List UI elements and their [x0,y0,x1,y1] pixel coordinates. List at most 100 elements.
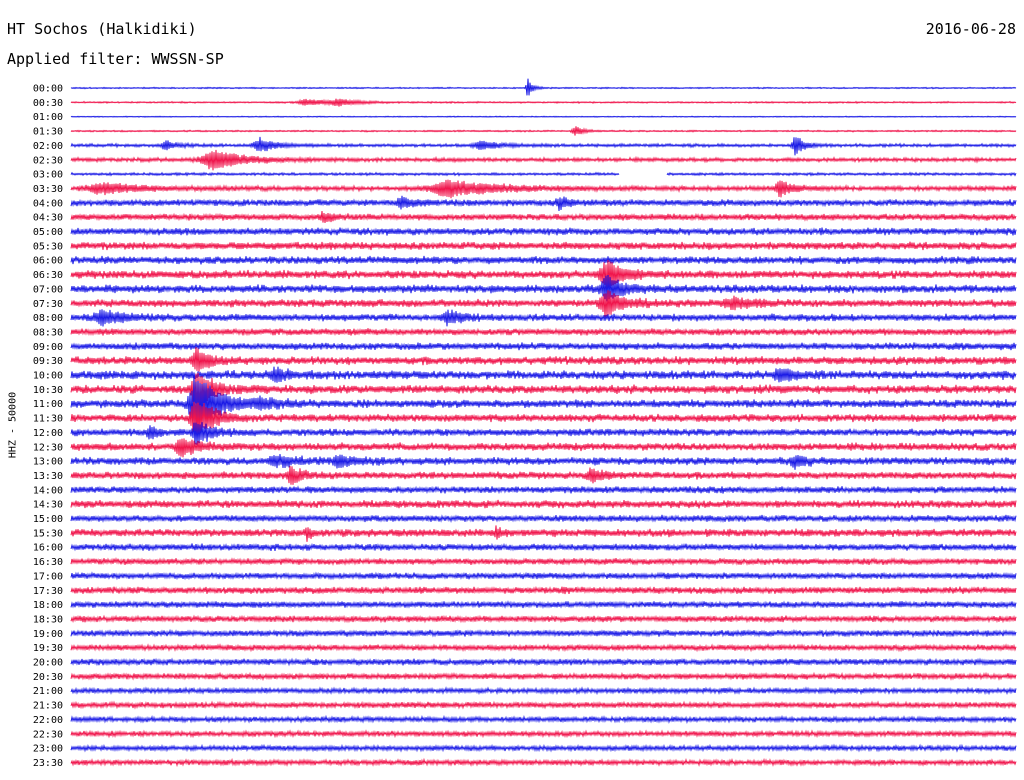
trace-line [70,195,1017,212]
time-tick-label: 12:00 [33,428,63,439]
trace-line [70,525,1017,542]
trace-line [70,179,1017,199]
time-tick-label: 23:30 [33,758,63,769]
time-tick-label: 15:30 [33,528,63,539]
trace-line [70,259,1017,292]
applied-filter: Applied filter: WWSSN-SP [7,50,224,68]
trace-line [70,149,1017,171]
trace-line [70,375,1017,437]
trace-line [70,557,1017,567]
time-tick-label: 22:00 [33,715,63,726]
trace-line [70,422,1017,445]
time-tick-label: 02:00 [33,141,63,152]
time-tick-label: 16:30 [33,557,63,568]
time-tick-label: 17:30 [33,586,63,597]
time-tick-label: 03:30 [33,184,63,195]
trace-line [70,514,1017,523]
trace-line [70,126,1017,136]
time-tick-label: 05:30 [33,241,63,252]
trace-line [70,341,1017,351]
trace-line [70,714,1017,724]
trace-line [70,366,1017,383]
trace-line [70,372,1017,414]
trace-line [70,614,1017,624]
trace-line [70,98,1017,107]
trace-line [70,78,1017,96]
trace-line [70,743,1017,753]
time-tick-label: 23:00 [33,744,63,755]
trace-line [70,136,1017,156]
time-tick-label: 21:30 [33,701,63,712]
trace-line [70,347,1017,372]
trace-line [70,211,1017,224]
time-tick-label: 02:30 [33,155,63,166]
time-tick-label: 07:00 [33,284,63,295]
trace-line [70,542,1017,552]
time-tick-label: 08:30 [33,327,63,338]
time-tick-label: 01:30 [33,127,63,138]
trace-line [70,600,1017,610]
time-tick-label: 10:30 [33,385,63,396]
record-date: 2016-06-28 [925,20,1016,38]
time-tick-label: 07:30 [33,299,63,310]
trace-line [70,171,1017,177]
time-tick-label: 14:30 [33,500,63,511]
time-tick-label: 09:00 [33,342,63,353]
time-tick-label: 15:00 [33,514,63,525]
time-tick-label: 16:00 [33,543,63,554]
time-tick-label: 20:00 [33,658,63,669]
trace-line [70,757,1017,768]
time-tick-label: 08:00 [33,313,63,324]
time-tick-label: 09:30 [33,356,63,367]
trace-line [70,643,1017,653]
time-tick-label: 04:30 [33,213,63,224]
time-tick-label: 18:00 [33,600,63,611]
trace-line [70,465,1017,485]
trace-line [70,327,1017,337]
trace-line [70,453,1017,470]
time-tick-label: 14:00 [33,485,63,496]
time-tick-label: 11:00 [33,399,63,410]
trace-line [70,499,1017,509]
trace-line [70,401,1017,437]
time-tick-label: 10:00 [33,371,63,382]
trace-line [70,628,1017,639]
trace-line [70,700,1017,710]
time-tick-label: 22:30 [33,729,63,740]
trace-line [70,290,1017,318]
trace-line [70,657,1017,667]
trace-line [70,241,1017,251]
time-tick-label: 04:00 [33,198,63,209]
trace-line [70,585,1017,595]
trace-line [70,686,1017,696]
trace-line [70,227,1017,236]
time-tick-label: 11:30 [33,414,63,425]
time-tick-label: 19:30 [33,643,63,654]
time-tick-label: 06:00 [33,256,63,267]
time-tick-label: 12:30 [33,442,63,453]
time-tick-label: 17:00 [33,571,63,582]
time-tick-label: 13:00 [33,457,63,468]
trace-line [70,571,1017,581]
trace-line [70,729,1017,739]
time-tick-label: 19:00 [33,629,63,640]
time-tick-label: 00:30 [33,98,63,109]
time-tick-label: 00:00 [33,84,63,95]
station-title: HT Sochos (Halkidiki) [7,20,197,38]
time-tick-label: 20:30 [33,672,63,683]
trace-line [70,309,1017,327]
trace-line [70,485,1017,495]
time-tick-label: 18:30 [33,614,63,625]
time-tick-label: 13:30 [33,471,63,482]
time-tick-label: 05:00 [33,227,63,238]
time-tick-label: 06:30 [33,270,63,281]
time-tick-label: 01:00 [33,112,63,123]
time-tick-label: 21:00 [33,686,63,697]
time-tick-label: 03:00 [33,170,63,181]
trace-line [70,671,1017,682]
trace-line [70,438,1017,458]
trace-line [70,115,1017,118]
trace-line [70,255,1017,265]
trace-line [70,274,1017,302]
